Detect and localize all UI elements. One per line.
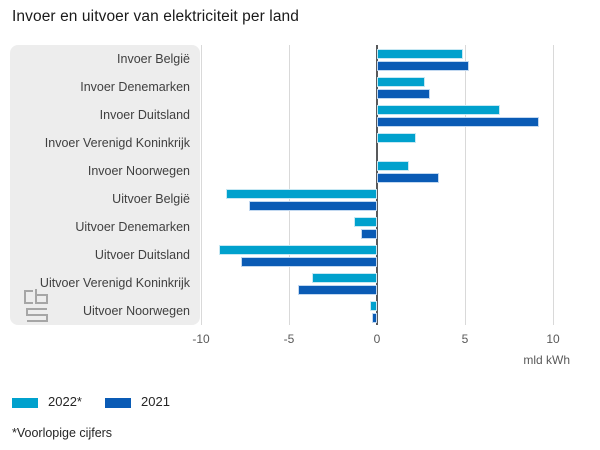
- bar-2021: [361, 228, 377, 239]
- cbs-logo-icon: [22, 288, 52, 324]
- bar-2021: [371, 312, 377, 323]
- bar-2022: [377, 160, 409, 171]
- category-label: Uitvoer België: [112, 192, 190, 206]
- bar-2022: [354, 216, 377, 227]
- x-tick-label: -10: [192, 332, 210, 346]
- category-label: Uitvoer Noorwegen: [83, 304, 190, 318]
- category-label: Invoer Duitsland: [99, 108, 190, 122]
- bar-2022: [377, 132, 416, 143]
- bar-2021: [248, 200, 377, 211]
- bar-2021: [297, 284, 377, 295]
- bar-2021: [241, 256, 377, 267]
- x-tick-label: 5: [461, 332, 469, 346]
- category-label: Uitvoer Duitsland: [94, 248, 190, 262]
- bar-2022: [225, 188, 377, 199]
- category-label: Invoer Verenigd Koninkrijk: [44, 136, 190, 150]
- category-label: Invoer Noorwegen: [87, 164, 190, 178]
- footnote: *Voorlopige cijfers: [12, 426, 113, 440]
- category-label: Invoer Denemarken: [80, 80, 190, 94]
- gridline: [553, 45, 554, 325]
- legend-label-2021: 2021: [141, 394, 170, 409]
- x-tick-label: -5: [283, 332, 295, 346]
- gridline: [465, 45, 466, 325]
- gridline: [289, 45, 290, 325]
- axis-unit-label: mld kWh: [523, 353, 570, 367]
- x-axis: -10 -5 0 5 10: [192, 332, 559, 348]
- bar-2022: [369, 300, 377, 311]
- bar-2021: [377, 88, 430, 99]
- category-label: Uitvoer Verenigd Koninkrijk: [39, 276, 190, 290]
- bar-2022: [377, 104, 501, 115]
- legend-label-2022: 2022*: [48, 394, 82, 409]
- bar-2022: [377, 48, 464, 59]
- gridline: [201, 45, 202, 325]
- bar-2021: [377, 116, 539, 127]
- bar-2022: [377, 76, 425, 87]
- legend-swatch-2022: [12, 398, 38, 408]
- chart-title: Invoer en uitvoer van elektriciteit per …: [12, 8, 299, 25]
- plot-area: [201, 45, 554, 325]
- category-labels-panel: Invoer België Invoer Denemarken Invoer Dui…: [10, 45, 200, 325]
- category-label: Uitvoer Denemarken: [75, 220, 190, 234]
- bar-2022: [311, 272, 377, 283]
- bar-2022: [218, 244, 377, 255]
- legend-swatch-2021: [105, 398, 131, 408]
- bar-2021: [377, 172, 439, 183]
- zero-line: [376, 45, 378, 325]
- category-label: Invoer België: [117, 52, 190, 66]
- x-tick-label: 10: [546, 332, 560, 346]
- x-tick-label: 0: [373, 332, 381, 346]
- bar-2021: [377, 60, 469, 71]
